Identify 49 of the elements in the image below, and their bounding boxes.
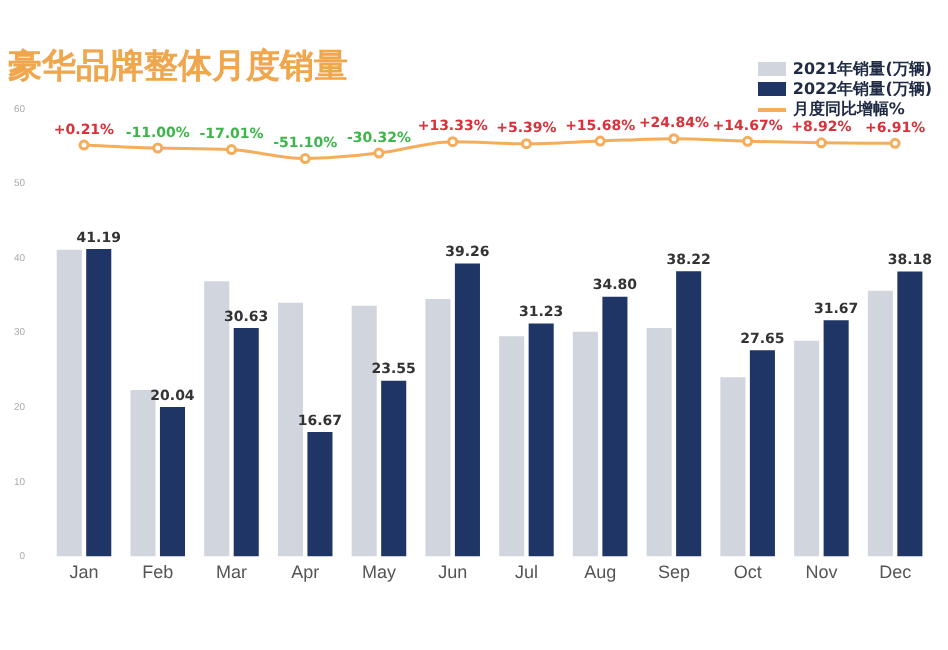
point (520, 138, 532, 150)
legend-label: 2022年销量(万辆) (790, 80, 932, 98)
x-tick-label: Nov (805, 562, 839, 583)
x-tick-label: Feb (142, 562, 174, 583)
point (742, 135, 754, 147)
x-tick-label: Jun (438, 562, 468, 583)
bar (277, 302, 303, 557)
chart-title: 豪华品牌整体月度销量 (6, 47, 348, 88)
bar (86, 249, 112, 557)
x-tick-label: Jul (514, 562, 538, 583)
point (594, 135, 606, 147)
bar (425, 299, 451, 557)
bar (454, 263, 480, 557)
legend-label: 月度同比增幅% (790, 100, 907, 118)
point (815, 137, 827, 149)
bar (381, 380, 407, 557)
x-tick-label: Apr (291, 562, 320, 583)
bar (602, 296, 628, 557)
bar (676, 271, 702, 557)
point (889, 137, 901, 149)
point (668, 133, 680, 145)
bar (823, 320, 849, 557)
x-tick-label: Aug (584, 562, 617, 583)
bar (646, 328, 672, 557)
bar (867, 290, 893, 557)
bar (159, 406, 186, 557)
point (373, 147, 385, 159)
point (152, 142, 164, 154)
x-tick-label: Jan (69, 562, 99, 583)
bar (307, 432, 333, 557)
bar (499, 336, 525, 557)
point (225, 144, 237, 156)
x-tick-label: Mar (215, 562, 247, 583)
bar (749, 350, 775, 557)
bar (720, 377, 746, 557)
bar (233, 327, 259, 557)
point (78, 139, 90, 151)
point (447, 136, 459, 148)
bar (528, 323, 554, 557)
bar (56, 249, 82, 557)
x-tick-label: Dec (879, 562, 913, 583)
bar (572, 331, 598, 557)
x-tick-label: Sep (657, 562, 690, 583)
bar (897, 271, 923, 557)
bar (794, 340, 820, 557)
point (299, 153, 311, 165)
x-tick-label: May (361, 562, 397, 583)
legend-label: 2021年销量(万辆) (790, 60, 932, 78)
x-tick-label: Oct (733, 562, 763, 583)
